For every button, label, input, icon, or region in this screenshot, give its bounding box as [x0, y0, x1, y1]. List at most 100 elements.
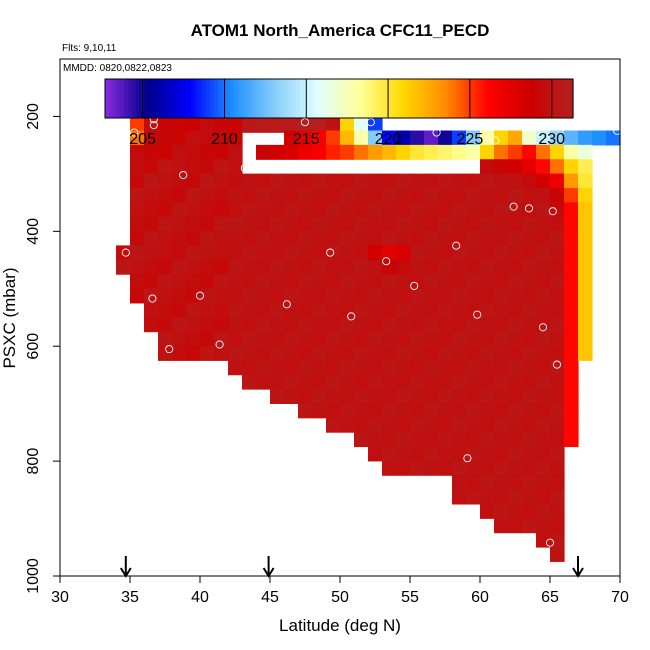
- heatmap-cell: [466, 173, 481, 189]
- heatmap-cell: [340, 345, 355, 361]
- heatmap-cell: [298, 288, 313, 304]
- heatmap-cell: [242, 288, 257, 304]
- observation-marker: [548, 207, 557, 216]
- heatmap-cell: [186, 159, 201, 175]
- heatmap-cell: [536, 374, 551, 390]
- colorbar-segment: [510, 79, 516, 118]
- heatmap-cell: [368, 245, 383, 261]
- heatmap-cell: [424, 231, 439, 247]
- heatmap-cell: [508, 360, 523, 376]
- heatmap-cell: [368, 231, 383, 247]
- heatmap-cell: [382, 331, 397, 347]
- heatmap-cell: [424, 288, 439, 304]
- colorbar-segment: [183, 79, 188, 118]
- heatmap-cell: [256, 331, 271, 347]
- heatmap-cell: [452, 460, 467, 476]
- heatmap-cell: [382, 360, 397, 376]
- heatmap-cell: [480, 432, 495, 448]
- heatmap-cell: [410, 374, 425, 390]
- heatmap-cell: [130, 259, 145, 275]
- heatmap-cell: [466, 302, 481, 318]
- latitude-arrow-head: [262, 567, 275, 578]
- heatmap-cell: [368, 288, 383, 304]
- heatmap-cell: [494, 331, 509, 347]
- colorbar-segment: [159, 79, 165, 118]
- heatmap-cell: [382, 231, 397, 247]
- heatmap-cell: [550, 503, 565, 519]
- heatmap-cell: [494, 503, 509, 519]
- heatmap-cell: [564, 173, 579, 189]
- heatmap-cell: [578, 159, 593, 175]
- heatmap-cell: [508, 173, 523, 189]
- colorbar-tick-label: 210: [211, 131, 238, 148]
- heatmap-cell: [130, 245, 145, 261]
- observation-marker: [452, 241, 461, 250]
- heatmap-cell: [550, 288, 565, 304]
- colorbar-segment: [194, 79, 200, 118]
- heatmap-cell: [354, 317, 369, 333]
- colorbar-segment: [495, 79, 500, 118]
- colorbar-segment: [522, 79, 527, 118]
- heatmap-cell: [550, 518, 565, 534]
- heatmap-cell: [312, 288, 327, 304]
- heatmap-cell: [130, 231, 145, 247]
- heatmap-cell: [186, 302, 201, 318]
- heatmap-cell: [522, 317, 537, 333]
- heatmap-cells: [116, 101, 621, 562]
- heatmap-cell: [368, 403, 383, 419]
- heatmap-cell: [494, 460, 509, 476]
- heatmap-cell: [326, 144, 341, 160]
- heatmap-cell: [214, 116, 229, 132]
- heatmap-cell: [410, 187, 425, 203]
- heatmap-cell: [508, 216, 523, 232]
- heatmap-cell: [410, 432, 425, 448]
- heatmap-cell: [522, 331, 537, 347]
- heatmap-cell: [480, 475, 495, 491]
- heatmap-cell: [522, 173, 537, 189]
- colorbar-segment: [366, 79, 371, 118]
- heatmap-cell: [214, 345, 229, 361]
- heatmap-cell: [564, 360, 579, 376]
- heatmap-cell: [284, 360, 299, 376]
- heatmap-cell: [326, 173, 341, 189]
- heatmap-cell: [396, 231, 411, 247]
- heatmap-cell: [578, 331, 593, 347]
- heatmap-cell: [340, 360, 355, 376]
- heatmap-cell: [424, 460, 439, 476]
- heatmap-cell: [354, 231, 369, 247]
- heatmap-cell: [172, 116, 187, 132]
- colorbar-segment: [120, 79, 126, 118]
- x-tick-label: 40: [191, 589, 209, 606]
- heatmap-cell: [284, 173, 299, 189]
- heatmap-cell: [410, 417, 425, 433]
- heatmap-cell: [536, 130, 551, 146]
- colorbar-segment: [163, 79, 168, 118]
- heatmap-cell: [494, 446, 509, 462]
- heatmap-cell: [312, 245, 327, 261]
- heatmap-cell: [200, 159, 215, 175]
- heatmap-cell: [550, 317, 565, 333]
- heatmap-cell: [424, 173, 439, 189]
- heatmap-cell: [410, 389, 425, 404]
- heatmap-cell: [536, 389, 551, 404]
- heatmap-cell: [396, 403, 411, 419]
- heatmap-cell: [466, 130, 481, 146]
- colorbar-tick-label: 230: [538, 131, 565, 148]
- heatmap-cell: [578, 302, 593, 318]
- heatmap-cell: [298, 331, 313, 347]
- heatmap-cell: [480, 187, 495, 203]
- heatmap-cell: [438, 259, 453, 275]
- colorbar-segment: [253, 79, 258, 118]
- heatmap-cell: [452, 288, 467, 304]
- latitude-arrow-head: [119, 567, 132, 578]
- heatmap-cell: [354, 432, 369, 448]
- heatmap-cell: [172, 288, 187, 304]
- heatmap-cell: [396, 460, 411, 476]
- heatmap-cell: [494, 144, 509, 160]
- heatmap-cell: [144, 144, 159, 160]
- heatmap-cell: [396, 259, 411, 275]
- heatmap-cell: [312, 302, 327, 318]
- heatmap-cell: [452, 360, 467, 376]
- heatmap-cell: [116, 259, 131, 275]
- heatmap-cell: [410, 231, 425, 247]
